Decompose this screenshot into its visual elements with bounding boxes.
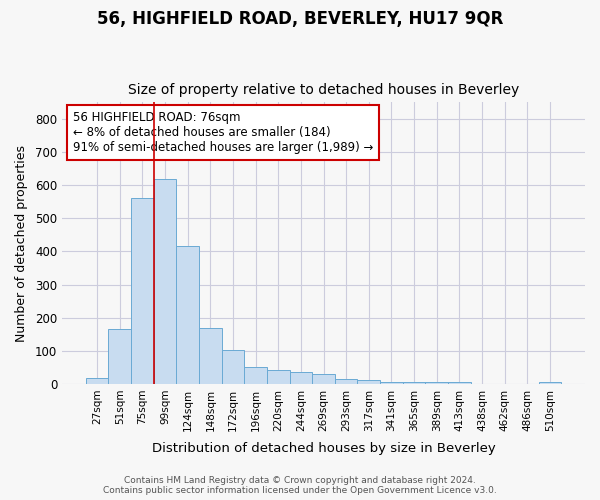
- Bar: [425, 382, 448, 384]
- Bar: [154, 179, 176, 384]
- Bar: [312, 374, 335, 384]
- Bar: [267, 370, 290, 384]
- Bar: [221, 350, 244, 384]
- Bar: [244, 366, 267, 384]
- Text: 56, HIGHFIELD ROAD, BEVERLEY, HU17 9QR: 56, HIGHFIELD ROAD, BEVERLEY, HU17 9QR: [97, 10, 503, 28]
- Bar: [131, 198, 154, 384]
- Bar: [176, 246, 199, 384]
- Text: Contains HM Land Registry data © Crown copyright and database right 2024.
Contai: Contains HM Land Registry data © Crown c…: [103, 476, 497, 495]
- Bar: [358, 380, 380, 384]
- Bar: [448, 382, 470, 384]
- Bar: [109, 329, 131, 384]
- Y-axis label: Number of detached properties: Number of detached properties: [15, 144, 28, 342]
- Bar: [539, 382, 561, 384]
- Bar: [199, 328, 221, 384]
- Bar: [290, 372, 312, 384]
- Bar: [86, 378, 109, 384]
- Title: Size of property relative to detached houses in Beverley: Size of property relative to detached ho…: [128, 83, 519, 97]
- Text: 56 HIGHFIELD ROAD: 76sqm
← 8% of detached houses are smaller (184)
91% of semi-d: 56 HIGHFIELD ROAD: 76sqm ← 8% of detache…: [73, 111, 373, 154]
- Bar: [403, 382, 425, 384]
- Bar: [380, 382, 403, 384]
- X-axis label: Distribution of detached houses by size in Beverley: Distribution of detached houses by size …: [152, 442, 496, 455]
- Bar: [335, 380, 358, 384]
